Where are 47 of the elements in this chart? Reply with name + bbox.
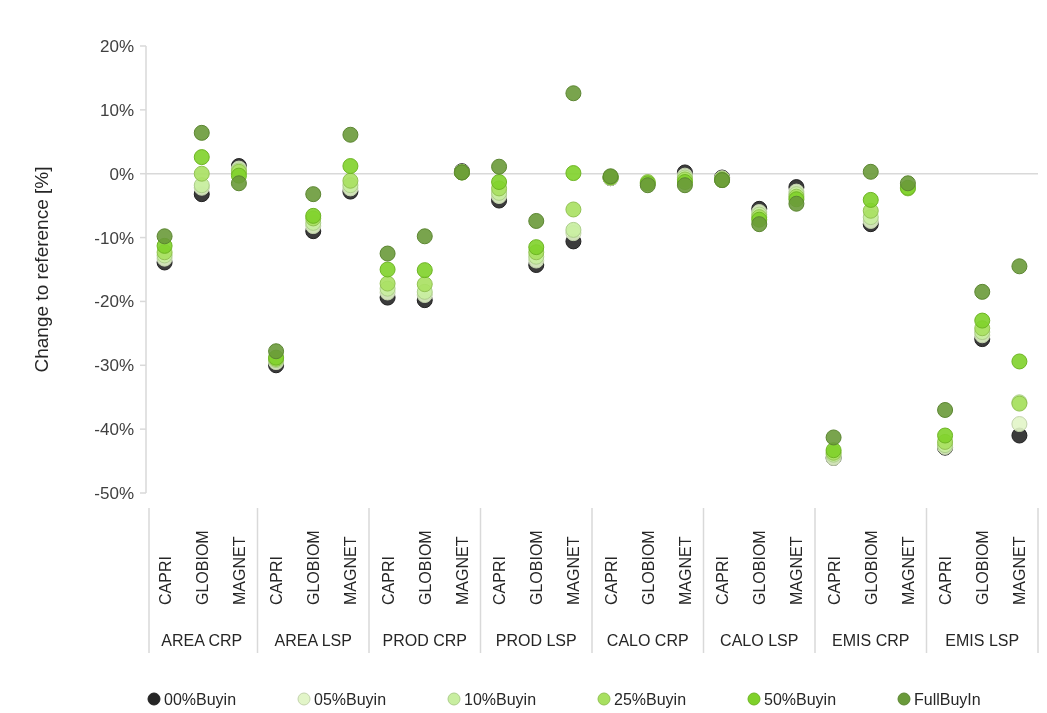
y-axis-title: Change to reference [%] xyxy=(31,166,52,373)
x-tick-label: MAGNET xyxy=(1011,536,1029,605)
x-tick-label: CAPRI xyxy=(825,556,843,605)
x-tick-label: CAPRI xyxy=(937,556,955,605)
x-tick-label: CAPRI xyxy=(379,556,397,605)
legend-label: 00%Buyin xyxy=(164,690,237,708)
text: CALO LSP xyxy=(720,632,799,649)
x-tick-label: CAPRI xyxy=(491,556,509,605)
text: AREA CRP xyxy=(161,632,243,649)
legend-label: 05%Buyin xyxy=(314,690,387,708)
x-tick-label: GLOBIOM xyxy=(193,530,211,605)
x-tick-label: MAGNET xyxy=(899,536,917,605)
x-tick-label: GLOBIOM xyxy=(305,530,323,605)
y-tick-label: -20% xyxy=(94,292,134,312)
text: EMIS CRP xyxy=(832,632,910,649)
x-tick-label: MAGNET xyxy=(342,536,360,605)
x-tick-label: GLOBIOM xyxy=(751,530,769,605)
x-tick-label: MAGNET xyxy=(676,536,694,605)
y-tick-label: -50% xyxy=(94,483,134,503)
x-tick-label: GLOBIOM xyxy=(862,530,880,605)
legend-label: FullBuyIn xyxy=(914,690,981,708)
legend-label: 50%Buyin xyxy=(764,690,837,708)
x-tick-label: GLOBIOM xyxy=(974,530,992,605)
legend-label: 10%Buyin xyxy=(464,690,537,708)
x-tick-label: MAGNET xyxy=(230,536,248,605)
y-tick-label: 10% xyxy=(99,100,134,120)
text: EMIS LSP xyxy=(945,632,1020,649)
x-tick-label: CAPRI xyxy=(602,556,620,605)
text: AREA LSP xyxy=(274,632,352,649)
x-tick-label: CAPRI xyxy=(714,556,732,605)
text: CALO CRP xyxy=(606,632,689,649)
y-tick-label: -30% xyxy=(94,356,134,376)
x-tick-label: MAGNET xyxy=(788,536,806,605)
x-tick-label: GLOBIOM xyxy=(528,530,546,605)
y-tick-label: -40% xyxy=(94,420,134,440)
text: PROD CRP xyxy=(382,632,467,649)
x-tick-label: GLOBIOM xyxy=(416,530,434,605)
y-tick-label: 0% xyxy=(109,164,134,184)
x-tick-label: CAPRI xyxy=(268,556,286,605)
text: PROD LSP xyxy=(495,632,577,649)
y-tick-label: 20% xyxy=(99,36,134,56)
x-tick-label: GLOBIOM xyxy=(639,530,657,605)
legend-label: 25%Buyin xyxy=(614,690,687,708)
x-tick-label: CAPRI xyxy=(156,556,174,605)
x-tick-label: MAGNET xyxy=(453,536,471,605)
x-tick-label: MAGNET xyxy=(565,536,583,605)
y-tick-label: -10% xyxy=(94,228,134,248)
